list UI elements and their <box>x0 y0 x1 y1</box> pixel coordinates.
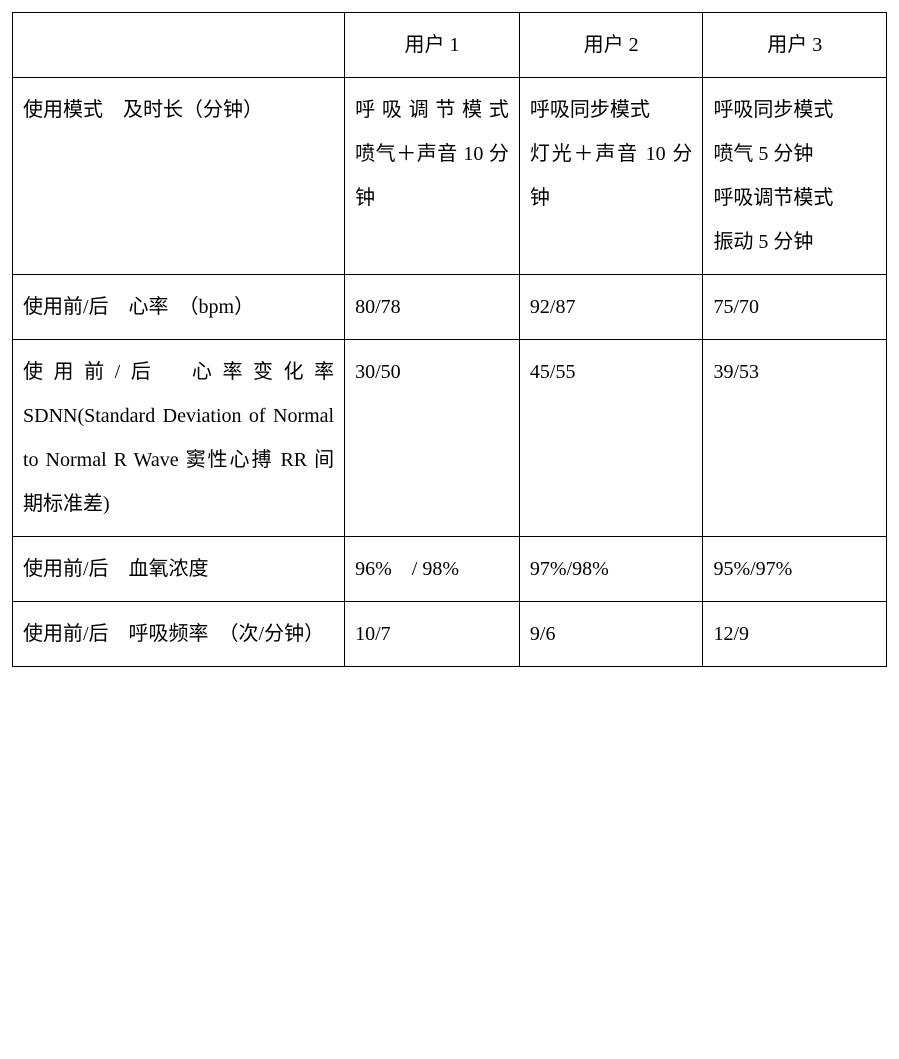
header-user1: 用户 1 <box>345 13 520 78</box>
data-table: 用户 1 用户 2 用户 3 使用模式 及时长（分钟） 呼吸调节模式 喷气＋声音… <box>12 12 887 667</box>
cell-sdnn-user1: 30/50 <box>345 340 520 537</box>
cell-hr-user2: 92/87 <box>519 275 703 340</box>
row-label-sdnn: 使用前/后 心率变化率 SDNN(Standard Deviation of N… <box>13 340 345 537</box>
row-label-resp: 使用前/后 呼吸频率 （次/分钟） <box>13 602 345 667</box>
page: 用户 1 用户 2 用户 3 使用模式 及时长（分钟） 呼吸调节模式 喷气＋声音… <box>0 0 899 679</box>
cell-hr-user1: 80/78 <box>345 275 520 340</box>
cell-sdnn-user2: 45/55 <box>519 340 703 537</box>
cell-sdnn-user3: 39/53 <box>703 340 887 537</box>
cell-spo2-user2: 97%/98% <box>519 537 703 602</box>
row-label-spo2: 使用前/后 血氧浓度 <box>13 537 345 602</box>
table-header-row: 用户 1 用户 2 用户 3 <box>13 13 887 78</box>
header-user2: 用户 2 <box>519 13 703 78</box>
header-user3: 用户 3 <box>703 13 887 78</box>
row-label-hr: 使用前/后 心率 （bpm） <box>13 275 345 340</box>
table-row: 使用前/后 血氧浓度 96% / 98% 97%/98% 95%/97% <box>13 537 887 602</box>
header-blank <box>13 13 345 78</box>
table-row: 使用模式 及时长（分钟） 呼吸调节模式 喷气＋声音 10 分钟 呼吸同步模式灯光… <box>13 78 887 275</box>
table-row: 使用前/后 心率变化率 SDNN(Standard Deviation of N… <box>13 340 887 537</box>
cell-mode-user1: 呼吸调节模式 喷气＋声音 10 分钟 <box>345 78 520 275</box>
row-label-mode: 使用模式 及时长（分钟） <box>13 78 345 275</box>
cell-hr-user3: 75/70 <box>703 275 887 340</box>
cell-resp-user1: 10/7 <box>345 602 520 667</box>
table-row: 使用前/后 心率 （bpm） 80/78 92/87 75/70 <box>13 275 887 340</box>
cell-mode-user2: 呼吸同步模式灯光＋声音 10 分钟 <box>519 78 703 275</box>
table-row: 使用前/后 呼吸频率 （次/分钟） 10/7 9/6 12/9 <box>13 602 887 667</box>
cell-spo2-user3: 95%/97% <box>703 537 887 602</box>
cell-mode-user3: 呼吸同步模式喷气 5 分钟呼吸调节模式振动 5 分钟 <box>703 78 887 275</box>
cell-resp-user2: 9/6 <box>519 602 703 667</box>
cell-spo2-user1: 96% / 98% <box>345 537 520 602</box>
cell-resp-user3: 12/9 <box>703 602 887 667</box>
